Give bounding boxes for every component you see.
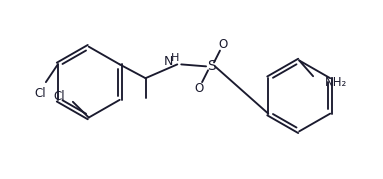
Text: O: O <box>195 81 204 95</box>
Text: N: N <box>164 55 173 68</box>
Text: Cl: Cl <box>34 87 46 100</box>
Text: NH₂: NH₂ <box>325 76 347 89</box>
Text: Cl: Cl <box>53 90 65 103</box>
Text: O: O <box>218 38 228 51</box>
Text: H: H <box>171 52 180 62</box>
Text: S: S <box>207 59 215 73</box>
